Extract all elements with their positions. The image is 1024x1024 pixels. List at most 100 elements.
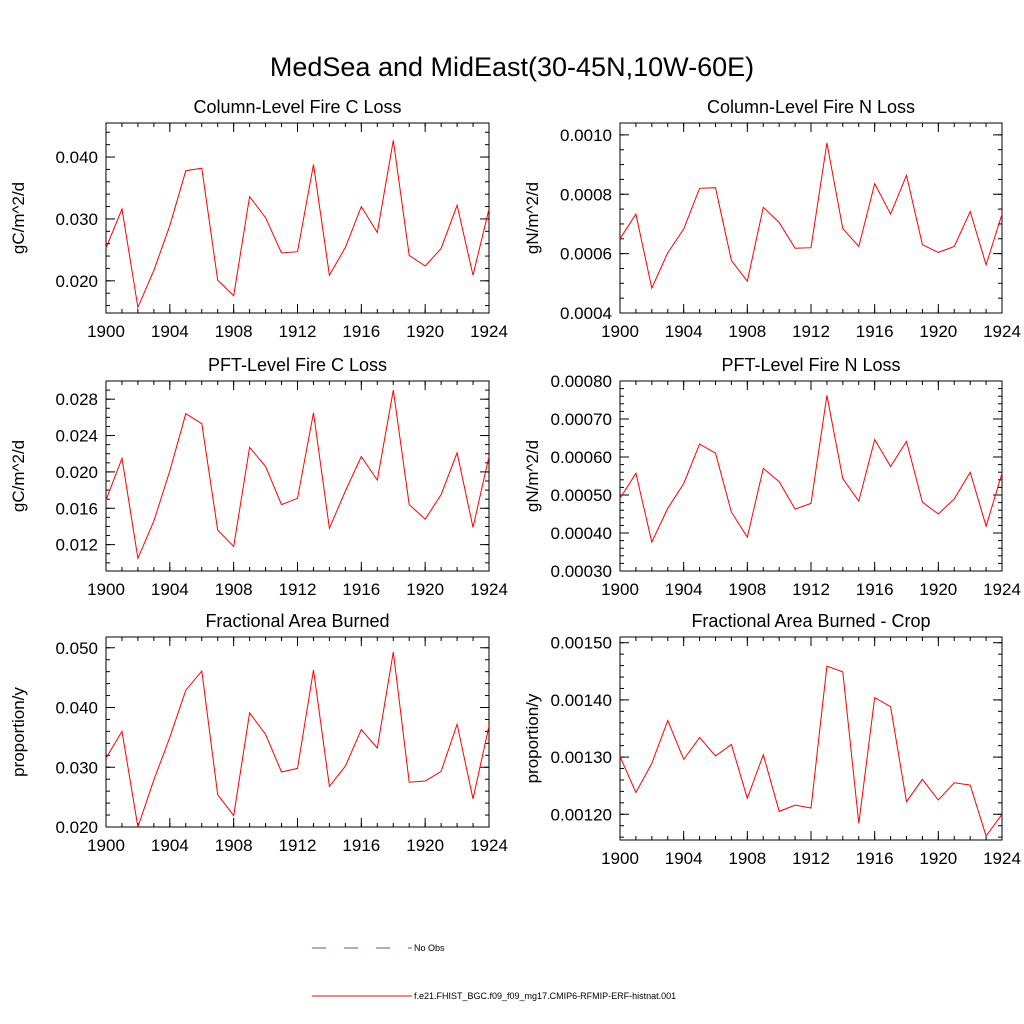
- legend-label-no-obs: No Obs: [414, 943, 445, 953]
- y-tick-label: 0.0004: [560, 304, 612, 323]
- chart-panel-6: Fractional Area Burned - Crop proportion/…: [523, 611, 1021, 868]
- x-tick-label: 1916: [342, 580, 380, 599]
- x-tick-label: 1900: [87, 322, 125, 341]
- series-line: [619, 665, 1003, 838]
- y-axis-label: gN/m^2/d: [523, 182, 542, 254]
- y-tick-label: 0.040: [55, 699, 98, 718]
- y-tick-label: 0.030: [55, 210, 98, 229]
- x-tick-label: 1900: [87, 836, 125, 855]
- x-tick-label: 1924: [470, 322, 508, 341]
- chart-panel-2: Column-Level Fire N Loss gN/m^2/d 1900 1904…: [523, 97, 1021, 341]
- x-tick-label: 1920: [406, 580, 444, 599]
- x-tick-label: 1924: [983, 322, 1021, 341]
- series-line: [105, 651, 490, 828]
- y-tick-label: 0.00070: [551, 410, 612, 429]
- x-tick-label: 1920: [919, 849, 957, 868]
- x-tick-label: 1916: [856, 580, 894, 599]
- x-tick-label: 1920: [919, 322, 957, 341]
- x-tick-label: 1900: [601, 849, 639, 868]
- x-tick-label: 1916: [342, 836, 380, 855]
- y-axis-label: gN/m^2/d: [523, 440, 542, 512]
- panel-title: PFT-Level Fire C Loss: [208, 355, 387, 375]
- x-tick-label: 1912: [792, 849, 830, 868]
- chart-panel-1: Column-Level Fire C Loss gC/m^2/d 1900 1904…: [9, 97, 508, 341]
- y-tick-label: 0.024: [55, 427, 98, 446]
- series-line: [105, 140, 490, 310]
- y-tick-label: 0.0008: [560, 185, 612, 204]
- y-tick-label: 0.028: [55, 390, 98, 409]
- x-tick-label: 1924: [983, 849, 1021, 868]
- x-tick-label: 1920: [406, 322, 444, 341]
- x-tick-label: 1924: [470, 580, 508, 599]
- y-axis-label: gC/m^2/d: [9, 440, 28, 512]
- x-tick-label: 1912: [279, 836, 317, 855]
- x-tick-label: 1900: [601, 322, 639, 341]
- y-tick-label: 0.00150: [551, 634, 612, 653]
- x-tick-label: 1912: [792, 322, 830, 341]
- panel-title: Column-Level Fire N Loss: [707, 97, 915, 117]
- x-tick-label: 1916: [342, 322, 380, 341]
- legend: No Obs f.e21.FHIST_BGC.f09_f09_mg17.CMIP…: [312, 943, 676, 1001]
- plot-frame: [619, 636, 1003, 841]
- y-tick-label: 0.00030: [551, 562, 612, 581]
- panel-title: Fractional Area Burned: [205, 611, 389, 631]
- chart-panel-3: PFT-Level Fire C Loss gC/m^2/d 1900 1904 190…: [9, 355, 508, 599]
- x-tick-label: 1920: [919, 580, 957, 599]
- x-tick-label: 1920: [406, 836, 444, 855]
- plot-frame: [105, 636, 490, 828]
- y-axis-label: gC/m^2/d: [9, 182, 28, 254]
- y-tick-label: 0.00060: [551, 448, 612, 467]
- x-tick-label: 1900: [601, 580, 639, 599]
- legend-entry-model-run: f.e21.FHIST_BGC.f09_f09_mg17.CMIP6-RFMIP…: [312, 991, 676, 1001]
- x-tick-label: 1908: [215, 580, 253, 599]
- x-tick-label: 1908: [728, 322, 766, 341]
- y-tick-label: 0.050: [55, 639, 98, 658]
- y-tick-label: 0.012: [55, 536, 98, 555]
- series-line: [105, 390, 490, 561]
- plot-frame: [105, 122, 490, 314]
- chart-panels: Column-Level Fire C Loss gC/m^2/d 1900 1904…: [9, 97, 1021, 868]
- x-tick-label: 1908: [215, 322, 253, 341]
- x-tick-label: 1924: [470, 836, 508, 855]
- panel-title: Column-Level Fire C Loss: [193, 97, 401, 117]
- y-tick-label: 0.00140: [551, 691, 612, 710]
- chart-panel-4: PFT-Level Fire N Loss gN/m^2/d 1900 1904 190…: [523, 355, 1021, 599]
- y-tick-label: 0.00040: [551, 524, 612, 543]
- x-tick-label: 1916: [856, 322, 894, 341]
- series-line: [619, 395, 1003, 544]
- y-tick-label: 0.0006: [560, 245, 612, 264]
- x-tick-label: 1908: [215, 836, 253, 855]
- x-tick-label: 1916: [856, 849, 894, 868]
- plot-frame: [105, 380, 490, 572]
- y-tick-label: 0.00080: [551, 372, 612, 391]
- y-tick-label: 0.020: [55, 818, 98, 837]
- x-tick-label: 1904: [151, 580, 189, 599]
- series-line: [619, 142, 1003, 290]
- y-tick-label: 0.030: [55, 758, 98, 777]
- y-axis-label: proportion/y: [9, 687, 28, 777]
- y-tick-label: 0.016: [55, 499, 98, 518]
- x-tick-label: 1904: [665, 849, 703, 868]
- x-tick-label: 1912: [279, 322, 317, 341]
- x-tick-label: 1904: [665, 580, 703, 599]
- y-tick-label: 0.020: [55, 463, 98, 482]
- x-tick-label: 1900: [87, 580, 125, 599]
- plot-frame: [619, 380, 1003, 572]
- y-tick-label: 0.00130: [551, 748, 612, 767]
- x-tick-label: 1912: [792, 580, 830, 599]
- y-tick-label: 0.00050: [551, 486, 612, 505]
- x-tick-label: 1924: [983, 580, 1021, 599]
- y-tick-label: 0.00120: [551, 805, 612, 824]
- x-tick-label: 1908: [728, 580, 766, 599]
- x-tick-label: 1912: [279, 580, 317, 599]
- y-tick-label: 0.0010: [560, 126, 612, 145]
- figure-title: MedSea and MidEast(30-45N,10W-60E): [270, 52, 754, 82]
- y-tick-label: 0.040: [55, 148, 98, 167]
- x-tick-label: 1904: [151, 322, 189, 341]
- y-axis-label: proportion/y: [523, 693, 542, 783]
- panel-title: PFT-Level Fire N Loss: [721, 355, 900, 375]
- legend-label-model-run: f.e21.FHIST_BGC.f09_f09_mg17.CMIP6-RFMIP…: [414, 991, 676, 1001]
- x-tick-label: 1904: [151, 836, 189, 855]
- legend-entry-no-obs: No Obs: [312, 943, 445, 953]
